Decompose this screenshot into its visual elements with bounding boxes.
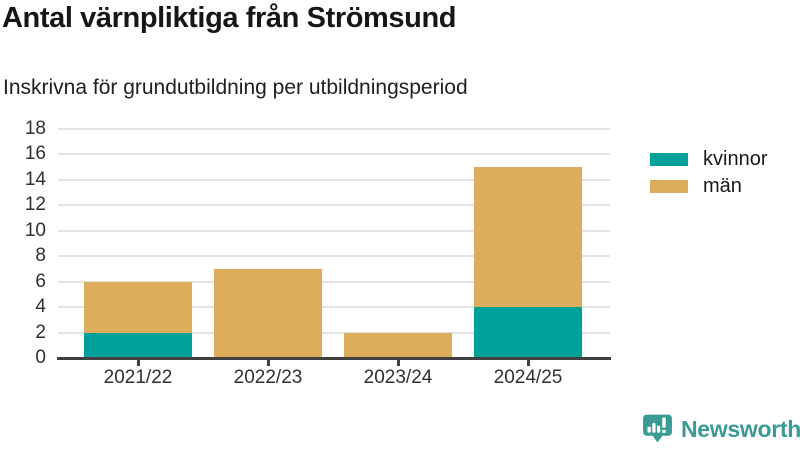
bar-segment-män-2023/24 <box>344 332 452 358</box>
x-axis-tick <box>266 358 270 366</box>
y-axis-tick-label: 0 <box>35 347 46 368</box>
bar-segment-män-2024/25 <box>474 167 582 308</box>
chart-subtitle: Inskrivna för grundutbildning per utbild… <box>3 76 468 99</box>
y-axis-tick-label: 2 <box>35 321 46 343</box>
gridline <box>58 229 610 232</box>
x-axis-tick <box>396 358 400 366</box>
y-axis-tick-label: 10 <box>24 219 46 241</box>
gridline <box>58 204 610 207</box>
x-axis-tick-label: 2021/22 <box>103 367 173 388</box>
x-axis-tick-label: 2023/24 <box>363 367 433 388</box>
y-axis-tick-label: 12 <box>24 194 46 216</box>
chart-title: Antal värnpliktiga från Strömsund <box>2 2 457 34</box>
gridline <box>58 153 610 156</box>
gridline <box>58 128 610 130</box>
legend-label: kvinnor <box>703 148 768 170</box>
legend-swatch-kvinnor <box>650 153 688 166</box>
bar-segment-män-2022/23 <box>214 268 322 358</box>
legend-item-män: män <box>650 173 767 200</box>
y-axis-tick-label: 16 <box>24 143 46 165</box>
bar-segment-män-2021/22 <box>84 281 192 333</box>
newsworthy-logo: Newsworthy <box>641 413 800 445</box>
y-axis-tick-label: 18 <box>24 118 46 139</box>
x-axis-tick <box>526 358 530 366</box>
gridline <box>58 255 610 258</box>
bar-segment-kvinnor-2024/25 <box>474 307 582 358</box>
gridline <box>58 178 610 181</box>
x-axis-line <box>57 357 611 360</box>
newsworthy-logo-icon <box>643 414 672 443</box>
y-axis-tick-label: 4 <box>35 296 46 318</box>
x-axis-tick <box>136 358 140 366</box>
newsworthy-logo-text: Newsworthy <box>681 415 800 442</box>
legend-label: män <box>703 175 742 197</box>
gridline <box>58 280 610 283</box>
y-axis-tick-label: 14 <box>24 168 46 190</box>
gridline <box>58 306 610 309</box>
legend-item-kvinnor: kvinnor <box>650 146 767 173</box>
y-axis-tick-label: 8 <box>35 245 46 267</box>
bar-segment-kvinnor-2021/22 <box>84 332 192 358</box>
x-axis-tick-label: 2022/23 <box>233 367 303 388</box>
y-axis-tick-label: 6 <box>35 270 46 292</box>
chart-legend: kvinnor män <box>650 146 767 200</box>
gridline <box>58 331 610 334</box>
x-axis-tick-label: 2024/25 <box>493 367 563 388</box>
legend-swatch-män <box>650 180 688 193</box>
